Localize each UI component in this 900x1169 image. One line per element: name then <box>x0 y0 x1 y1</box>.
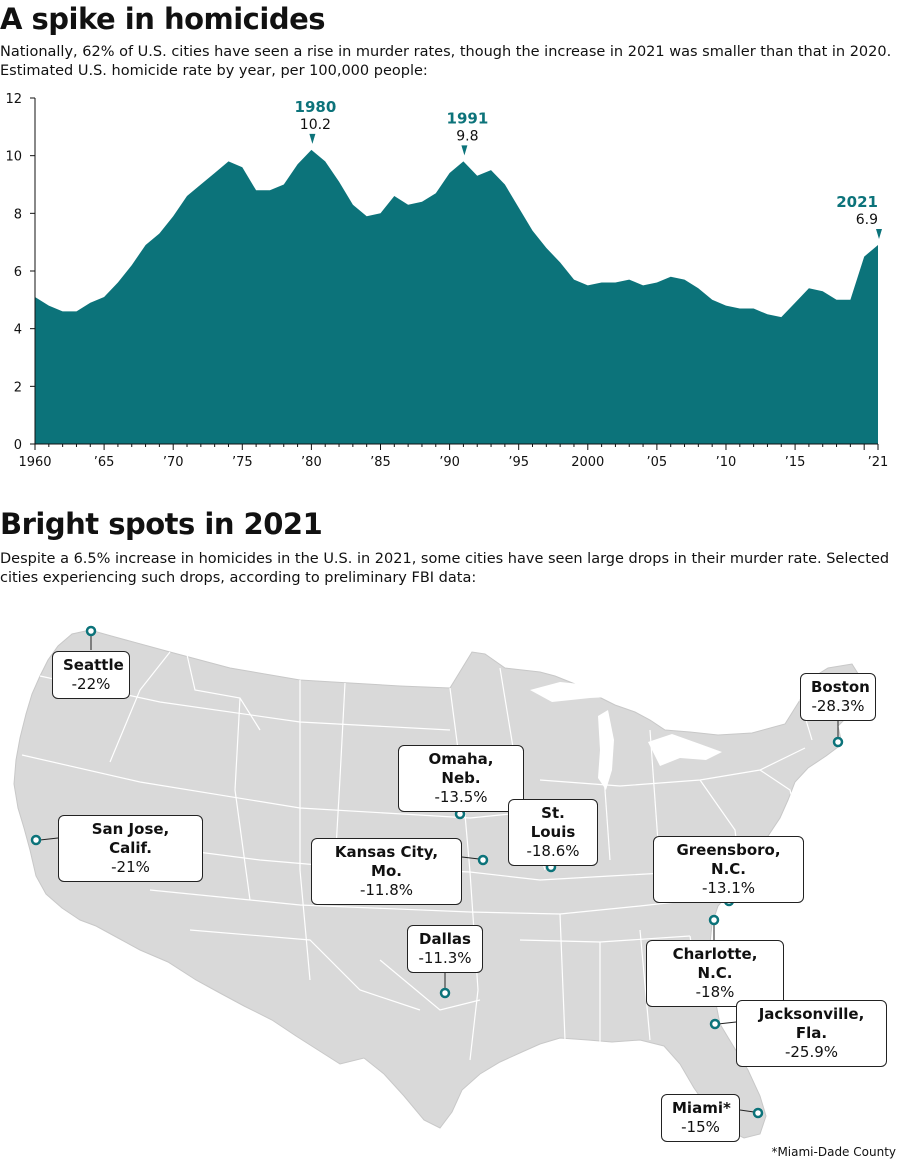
map-title: Bright spots in 2021 <box>0 507 323 541</box>
city-change: -13.5% <box>434 788 488 806</box>
miami-leader <box>739 1109 755 1113</box>
city-change: -28.3% <box>811 697 865 715</box>
callout-dallas: Dallas -11.3% <box>407 925 483 973</box>
chart-description: Nationally, 62% of U.S. cities have seen… <box>0 44 892 79</box>
kansas-city-marker <box>477 854 489 866</box>
x-tick-label: ’10 <box>716 455 737 470</box>
annotation-pointer <box>461 145 468 156</box>
san-jose-leader <box>39 837 59 841</box>
city-change: -21% <box>111 858 150 876</box>
annotation-year: 2021 <box>836 193 878 211</box>
lake-michigan <box>598 710 614 790</box>
callout-jacksonville: Jacksonville, Fla. -25.9% <box>736 1000 887 1067</box>
dallas-marker <box>439 987 451 999</box>
jacksonville-leader <box>717 1021 737 1025</box>
city-change: -18.6% <box>526 842 580 860</box>
y-tick-label: 6 <box>14 265 22 280</box>
city-name: Boston <box>811 678 870 696</box>
jacksonville-marker <box>709 1018 721 1030</box>
kansas-city-leader <box>461 856 480 860</box>
y-axis: 0 2 4 6 8 10 12 <box>5 92 35 453</box>
callout-boston: Boston -28.3% <box>800 673 876 721</box>
annotation-value: 6.9 <box>856 212 878 228</box>
city-change: -18% <box>695 983 735 1001</box>
annotation-year: 1991 <box>447 109 489 127</box>
city-change: -11.8% <box>359 881 414 899</box>
city-change: -15% <box>681 1118 720 1136</box>
miami-marker <box>752 1107 764 1119</box>
city-change: -11.3% <box>418 949 472 967</box>
city-name: San Jose, Calif. <box>91 820 170 857</box>
annotation-pointer <box>309 133 316 144</box>
lake-superior <box>530 682 630 702</box>
annotation-pointer <box>876 229 882 240</box>
x-tick-label: ’15 <box>785 455 806 470</box>
callout-st-louis: St. Louis -18.6% <box>508 799 598 866</box>
city-name: St. Louis <box>530 804 576 841</box>
x-tick-label: ’80 <box>301 455 322 470</box>
seattle-marker <box>85 625 97 637</box>
x-axis: 1960 ’65 ’70 ’75 ’80 ’85 ’90 ’95 2000 ’05 ’10 ’15 ’2… <box>18 444 888 470</box>
map-description: Despite a 6.5% increase in homicides in … <box>0 551 890 586</box>
y-tick-label: 0 <box>14 438 22 453</box>
y-tick-label: 12 <box>5 92 22 107</box>
callout-kansas-city: Kansas City, Mo. -11.8% <box>311 838 462 905</box>
callout-miami: Miami* -15% <box>661 1094 740 1142</box>
x-tick-label: ’90 <box>439 455 460 470</box>
x-tick-label: ’05 <box>647 455 668 470</box>
annotation-year: 1980 <box>295 98 337 116</box>
x-tick-label: ’75 <box>232 455 253 470</box>
x-tick-label: ’70 <box>163 455 184 470</box>
y-tick-label: 10 <box>5 150 22 165</box>
footnote: *Miami-Dade County <box>771 1145 896 1159</box>
x-tick-label: ’21 <box>868 455 889 470</box>
annotation-value: 10.2 <box>300 117 331 133</box>
city-name: Seattle <box>63 656 124 674</box>
city-name: Miami* <box>672 1099 731 1117</box>
x-tick-label: ’65 <box>94 455 115 470</box>
callout-san-jose: San Jose, Calif. -21% <box>58 815 203 882</box>
san-jose-marker <box>30 834 42 846</box>
city-name: Dallas <box>419 930 471 948</box>
annotation-value: 9.8 <box>456 128 478 144</box>
y-tick-label: 8 <box>14 207 22 222</box>
city-name: Jacksonville, Fla. <box>758 1005 865 1042</box>
x-tick-label: 2000 <box>571 455 604 470</box>
callout-omaha: Omaha, Neb. -13.5% <box>398 745 524 812</box>
boston-marker <box>832 736 844 748</box>
callout-seattle: Seattle -22% <box>52 651 130 699</box>
homicide-rate-area <box>35 149 878 444</box>
city-name: Greensboro, N.C. <box>676 841 781 878</box>
city-name: Charlotte, N.C. <box>672 945 758 982</box>
charlotte-marker <box>708 914 720 926</box>
x-tick-label: ’95 <box>508 455 529 470</box>
x-tick-label: ’85 <box>370 455 391 470</box>
y-tick-label: 4 <box>14 323 22 338</box>
city-change: -25.9% <box>784 1043 839 1061</box>
city-change: -22% <box>71 675 111 693</box>
city-name: Kansas City, Mo. <box>334 843 439 880</box>
callout-charlotte: Charlotte, N.C. -18% <box>646 940 784 1007</box>
homicide-rate-chart: 0 2 4 6 8 10 12 1960 ’65 ’70 ’75 ’80 ’85 ’90 ’95 2000 ’… <box>5 92 888 470</box>
x-tick-label: 1960 <box>18 455 51 470</box>
y-tick-label: 2 <box>14 380 22 395</box>
city-name: Omaha, Neb. <box>428 750 494 787</box>
callout-greensboro: Greensboro, N.C. -13.1% <box>653 836 804 903</box>
great-lakes-east <box>648 734 722 766</box>
chart-title: A spike in homicides <box>0 2 326 36</box>
city-change: -13.1% <box>701 879 756 897</box>
